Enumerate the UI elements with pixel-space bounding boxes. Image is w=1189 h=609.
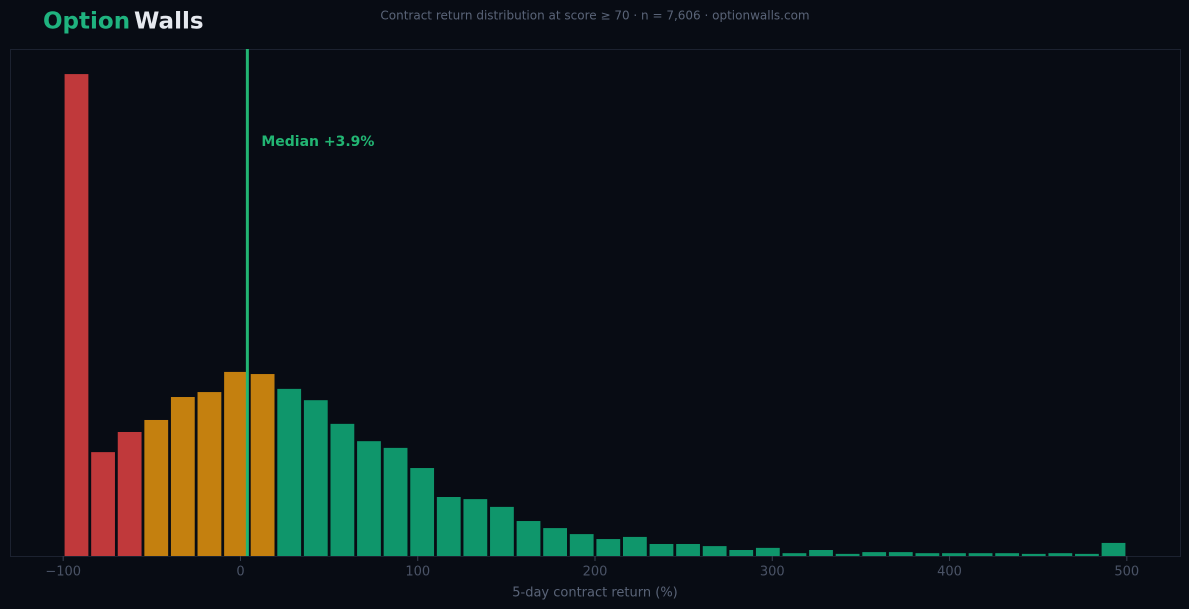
median-label: Median +3.9%	[261, 134, 374, 150]
brand-first: Option	[43, 9, 130, 35]
bar	[888, 552, 913, 556]
bar	[1021, 553, 1046, 556]
x-tick-label: −100	[45, 565, 81, 580]
brand-second: Walls	[134, 9, 204, 35]
bar	[250, 374, 275, 556]
x-axis-label: 5-day contract return (%)	[512, 586, 678, 601]
bar	[569, 534, 594, 556]
bar	[64, 74, 89, 556]
bar	[357, 441, 381, 556]
bar	[383, 447, 408, 556]
bar	[436, 496, 461, 556]
bar	[782, 553, 807, 556]
bar	[330, 423, 355, 556]
bar	[170, 397, 195, 556]
bar	[622, 536, 647, 556]
bar	[1075, 553, 1099, 556]
bar	[543, 528, 568, 556]
bar	[490, 506, 514, 556]
x-tick-label: 0	[236, 565, 244, 580]
x-tick-label: 100	[405, 565, 430, 580]
bar	[197, 392, 222, 556]
bar	[649, 543, 674, 556]
bar	[1101, 542, 1126, 556]
bar	[1048, 553, 1073, 556]
bar	[915, 553, 940, 556]
bar	[303, 400, 328, 556]
bar	[91, 452, 115, 556]
bar	[809, 549, 833, 556]
bar	[835, 553, 860, 556]
bar	[144, 419, 169, 556]
bar	[755, 547, 780, 556]
bar	[117, 431, 142, 556]
x-tick-label: 400	[937, 565, 962, 580]
bar	[596, 539, 621, 556]
x-tick-label: 300	[760, 565, 785, 580]
bar	[968, 553, 993, 556]
bar	[862, 552, 887, 556]
bar	[942, 553, 966, 556]
bar	[995, 553, 1020, 556]
x-tick-label: 500	[1114, 565, 1139, 580]
bar	[410, 468, 435, 556]
bar	[729, 549, 754, 556]
bar	[224, 371, 248, 556]
bar	[702, 546, 727, 556]
bar	[463, 499, 488, 556]
x-tick-label: 200	[583, 565, 608, 580]
bar	[277, 388, 302, 556]
bar	[676, 543, 700, 556]
chart-title: Contract return distribution at score ≥ …	[380, 9, 809, 23]
bar	[516, 521, 541, 556]
